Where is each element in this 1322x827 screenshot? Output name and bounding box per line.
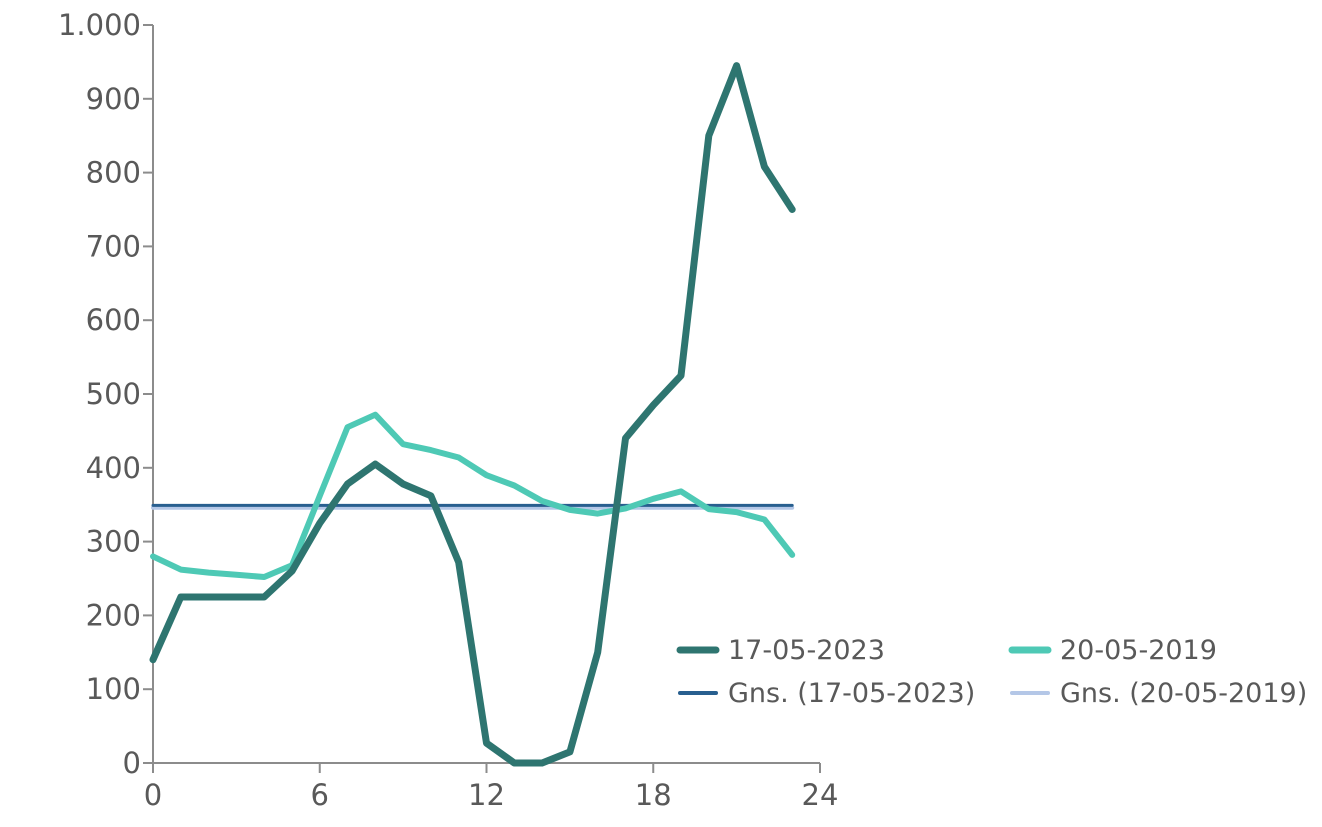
y-tick-label: 600 xyxy=(86,303,141,337)
x-tick-label: 6 xyxy=(311,778,329,812)
x-tick-label: 18 xyxy=(635,778,672,812)
legend-label-1: 17-05-2023 xyxy=(728,635,885,666)
series-line-2 xyxy=(150,411,796,580)
y-tick-label: 100 xyxy=(86,672,141,706)
x-tick-label: 12 xyxy=(468,778,505,812)
series-line-1 xyxy=(149,62,796,767)
chart-series-lines xyxy=(149,62,796,767)
legend-label-2: 20-05-2019 xyxy=(1060,635,1217,666)
x-tick-label: 24 xyxy=(802,778,839,812)
chart-legend: 17-05-2023 20-05-2019 Gns. (17-05-2023) Gns… xyxy=(676,635,1307,709)
chart-axes: 0 100 200 300 400 500 600 700 800 900 1.000 0 6 12 18 2… xyxy=(58,8,838,812)
y-tick-label: 200 xyxy=(86,598,141,632)
y-tick-label: 400 xyxy=(86,451,141,485)
legend-label-3: Gns. (17-05-2023) xyxy=(728,678,975,709)
y-tick-label: 700 xyxy=(86,229,141,263)
x-tick-label: 0 xyxy=(144,778,162,812)
legend-label-4: Gns. (20-05-2019) xyxy=(1060,678,1307,709)
y-tick-label: 800 xyxy=(86,156,141,190)
y-tick-label: 900 xyxy=(86,82,141,116)
y-tick-label: 300 xyxy=(86,525,141,559)
y-tick-label: 1.000 xyxy=(58,8,141,42)
y-tick-label: 500 xyxy=(86,377,141,411)
y-tick-label: 0 xyxy=(123,746,141,780)
